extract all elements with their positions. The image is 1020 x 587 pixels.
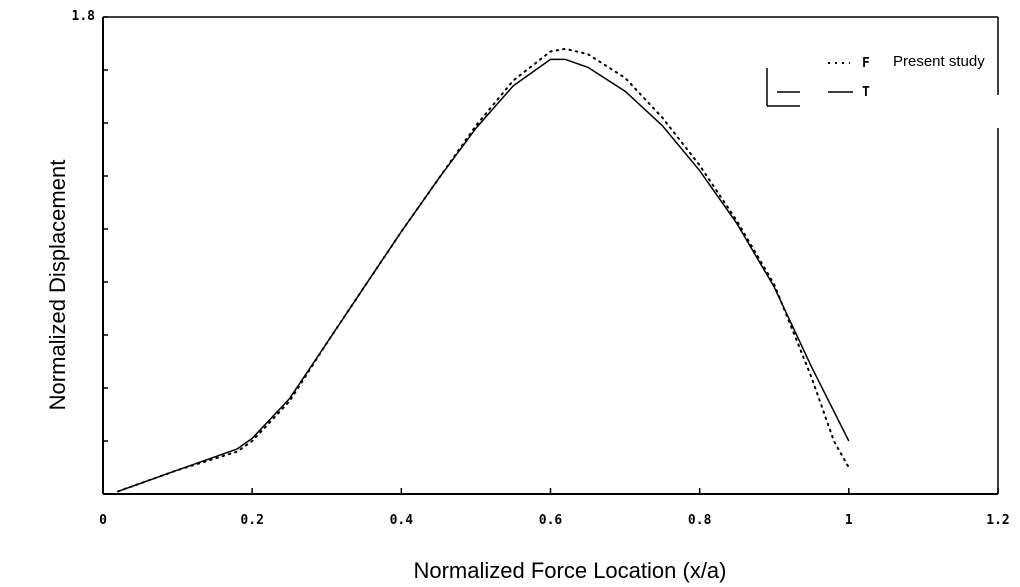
series-line-f (116, 47, 850, 493)
y-axis-title: Normalized Displacement (45, 160, 70, 411)
x-tick-label: 0 (99, 513, 107, 528)
legend-label-t: T (862, 85, 870, 100)
legend-header: Present study (893, 53, 985, 70)
series-layer (116, 47, 850, 493)
x-tick-label: 0.4 (390, 513, 414, 528)
legend-label-f: F (862, 56, 870, 71)
legend: F Present study T (766, 53, 985, 107)
x-tick-label: 1 (845, 513, 853, 528)
x-tick-label: 0.8 (688, 513, 712, 528)
x-ticks: 0 0.2 0.4 0.6 0.8 1 1.2 (99, 488, 1010, 528)
x-tick-label: 0.2 (240, 513, 263, 528)
y-tick-label: 1.8 (72, 9, 96, 24)
x-tick-label: 1.2 (986, 513, 1009, 528)
x-axis-title: Normalized Force Location (x/a) (413, 558, 726, 583)
y-ticks: 1.8 (72, 9, 108, 442)
series-line-t (117, 58, 850, 493)
x-tick-label: 0.6 (539, 513, 563, 528)
